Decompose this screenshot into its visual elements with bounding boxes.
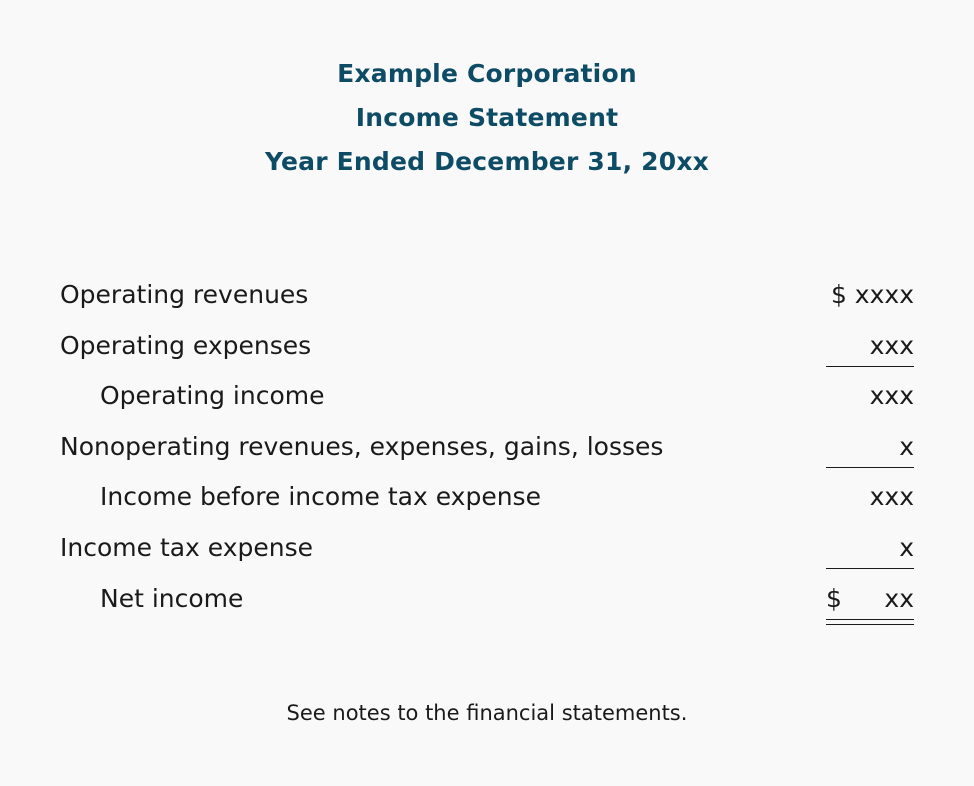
underline (826, 567, 914, 569)
row-operating-expenses: Operating expenses xxx (60, 321, 916, 372)
row-label: Income tax expense (60, 532, 314, 562)
row-operating-income: Operating income xxx (60, 371, 916, 422)
row-income-before-tax: Income before income tax expense xxx (60, 472, 916, 523)
amount-value: x (899, 532, 914, 562)
row-label: Nonoperating revenues, expenses, gains, … (60, 431, 664, 461)
row-amount: $ xx (826, 574, 914, 624)
amount-value: $ xxxx (830, 280, 914, 309)
statement-header: Example Corporation Income Statement Yea… (0, 52, 974, 184)
row-label: Operating income (100, 381, 325, 411)
row-amount: x (826, 422, 914, 472)
double-underline (826, 618, 914, 625)
row-amount: xxx (826, 472, 914, 522)
row-net-income: Net income $ xx (60, 574, 916, 625)
row-label: Net income (100, 583, 244, 613)
row-nonoperating: Nonoperating revenues, expenses, gains, … (60, 422, 916, 473)
statement-title: Income Statement (355, 103, 619, 132)
row-amount: $ xxxx (826, 270, 914, 320)
row-income-tax-expense: Income tax expense x (60, 523, 916, 574)
row-label: Income before income tax expense (100, 482, 541, 512)
row-amount: xxx (826, 371, 914, 421)
company-name: Example Corporation (337, 59, 637, 88)
amount-value: xxx (869, 330, 914, 360)
underline (826, 466, 914, 468)
underline (826, 365, 914, 367)
row-label: Operating expenses (60, 330, 312, 360)
statement-period: Year Ended December 31, 20xx (264, 147, 710, 176)
row-amount: xxx (826, 321, 914, 371)
income-statement-table: Operating revenues $ xxxx Operating expe… (60, 270, 916, 625)
currency-symbol: $ (826, 583, 842, 613)
row-amount: x (826, 523, 914, 573)
amount-value: x (899, 431, 914, 461)
amount-value: xx (884, 583, 914, 613)
amount-value: xxx (869, 482, 914, 512)
footer-note: See notes to the financial statements. (286, 701, 688, 725)
row-label: Operating revenues (60, 280, 309, 309)
amount-value: xxx (869, 381, 914, 411)
row-operating-revenues: Operating revenues $ xxxx (60, 270, 916, 321)
